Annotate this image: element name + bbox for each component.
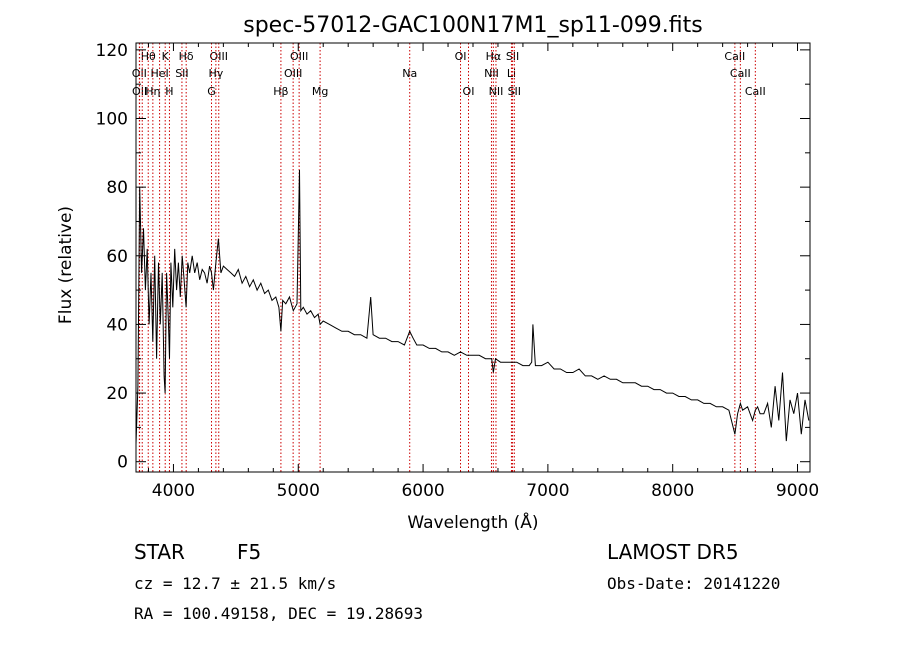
obs-date: Obs-Date: 20141220 <box>607 574 781 593</box>
y-axis-label: Flux (relative) <box>56 206 76 324</box>
chart-title: spec-57012-GAC100N17M1_sp11-099.fits <box>243 13 703 38</box>
marker-label: Hβ <box>273 85 288 98</box>
y-tick-label: 60 <box>106 247 128 267</box>
object-class: STAR <box>134 540 185 564</box>
x-tick-label: 9000 <box>776 481 819 501</box>
y-tick-label: 20 <box>106 384 128 404</box>
marker-label: OIII <box>210 50 228 63</box>
x-tick-label: 8000 <box>651 481 694 501</box>
marker-label: CaII <box>745 85 766 98</box>
x-tick-label: 7000 <box>526 481 569 501</box>
y-axis: 0 20 40 60 80 100 120 <box>96 41 810 473</box>
y-tick-label: 100 <box>96 110 128 130</box>
x-axis-label: Wavelength (Å) <box>407 511 538 533</box>
marker-label: Hα <box>486 50 502 63</box>
marker-label: Hδ <box>179 50 194 63</box>
y-tick-label: 0 <box>117 453 128 473</box>
marker-label: OI <box>455 50 467 63</box>
marker-label: Na <box>402 67 417 80</box>
marker-label: Hη <box>145 85 160 98</box>
x-tick-label: 4000 <box>152 481 195 501</box>
y-tick-label: 40 <box>106 315 128 335</box>
marker-label: Hθ <box>141 50 156 63</box>
marker-label: SII <box>175 67 188 80</box>
survey-label: LAMOST DR5 <box>607 540 739 564</box>
marker-label: SII <box>506 50 519 63</box>
x-tick-label: 5000 <box>277 481 320 501</box>
marker-label: H <box>165 85 173 98</box>
marker-label: CaII <box>724 50 745 63</box>
coordinates: RA = 100.49158, DEC = 19.28693 <box>134 604 423 623</box>
marker-label: SII <box>508 85 521 98</box>
x-axis: 4000 5000 6000 7000 8000 9000 <box>147 43 819 501</box>
marker-label: OI <box>463 85 475 98</box>
plot-frame <box>135 42 811 473</box>
y-tick-label: 120 <box>96 41 128 61</box>
spectrum-series <box>135 169 810 445</box>
marker-label: Li <box>507 67 516 80</box>
marker-label: OIII <box>284 67 302 80</box>
object-subclass: F5 <box>237 540 262 564</box>
x-tick-label: 6000 <box>401 481 444 501</box>
marker-label: Mg <box>312 85 328 98</box>
marker-label: HeI <box>150 67 168 80</box>
marker-label: CaII <box>730 67 751 80</box>
marker-label: OIII <box>290 50 308 63</box>
y-tick-label: 80 <box>106 178 128 198</box>
marker-label: G <box>207 85 216 98</box>
marker-label: NII <box>489 85 504 98</box>
marker-label: K <box>162 50 170 63</box>
marker-label: Hγ <box>208 67 223 80</box>
redshift-cz: cz = 12.7 ± 21.5 km/s <box>134 574 337 593</box>
marker-label: NII <box>484 67 499 80</box>
spectrum-line <box>135 169 810 445</box>
